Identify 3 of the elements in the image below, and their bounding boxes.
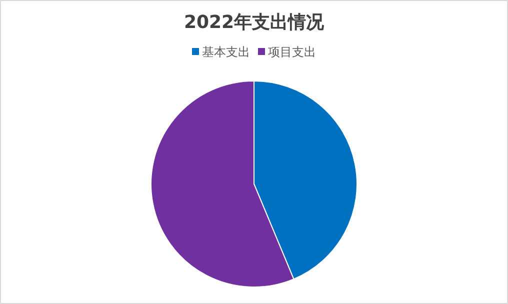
legend-label: 项目支出 bbox=[268, 45, 316, 59]
chart-title: 2022年支出情况 bbox=[184, 12, 326, 33]
legend-label: 基本支出 bbox=[202, 45, 250, 59]
